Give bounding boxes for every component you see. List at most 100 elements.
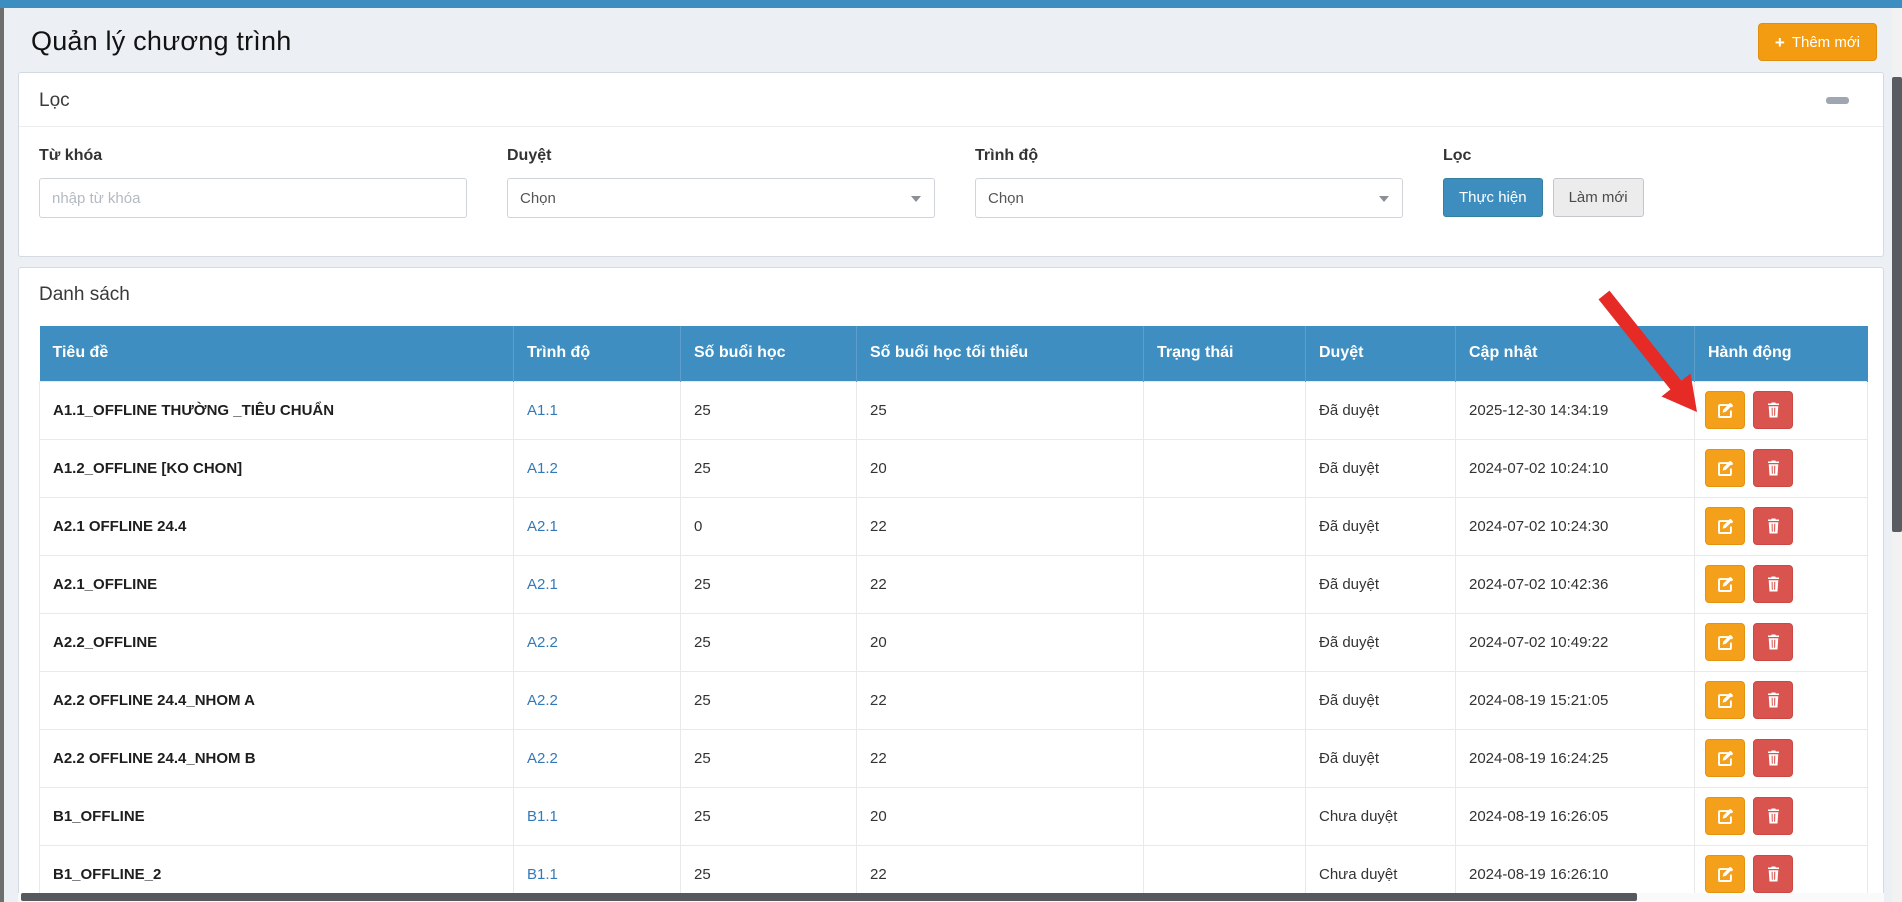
delete-button[interactable] xyxy=(1753,391,1794,429)
approve-label: Duyệt xyxy=(507,147,552,164)
level-link[interactable]: A2.2 xyxy=(527,691,558,709)
cell-approval: Đã duyệt xyxy=(1305,380,1456,440)
level-link[interactable]: B1.1 xyxy=(527,807,558,825)
cell-status xyxy=(1143,670,1306,730)
cell-actions xyxy=(1694,612,1868,672)
level-link[interactable]: A2.1 xyxy=(527,575,558,593)
keyword-input[interactable] xyxy=(39,178,467,218)
cell-actions xyxy=(1694,380,1868,440)
edit-icon xyxy=(1717,576,1734,593)
table-row: A2.2 OFFLINE 24.4_NHOM B A2.2 25 22 Đã d… xyxy=(39,728,1868,788)
cell-updated: 2024-07-02 10:24:30 xyxy=(1455,496,1695,556)
cell-approval: Đã duyệt xyxy=(1305,496,1456,556)
edit-button[interactable] xyxy=(1705,681,1745,719)
cell-min-sessions: 22 xyxy=(856,496,1144,556)
cell-status xyxy=(1143,612,1306,672)
cell-title: A2.2 OFFLINE 24.4_NHOM A xyxy=(39,670,514,730)
edit-button[interactable] xyxy=(1705,449,1745,487)
cell-min-sessions: 20 xyxy=(856,612,1144,672)
edit-icon xyxy=(1717,866,1734,883)
cell-actions xyxy=(1694,670,1868,730)
cell-actions xyxy=(1694,438,1868,498)
cell-updated: 2024-07-02 10:42:36 xyxy=(1455,554,1695,614)
content-wrapper: Quản lý chương trình + Thêm mới Lọc Từ k… xyxy=(0,8,1902,902)
cell-min-sessions: 22 xyxy=(856,728,1144,788)
col-header-actions: Hành động xyxy=(1694,326,1868,381)
cell-sessions: 25 xyxy=(680,786,857,846)
collapse-icon[interactable] xyxy=(1826,97,1849,104)
level-link[interactable]: A1.1 xyxy=(527,401,558,419)
delete-button[interactable] xyxy=(1753,623,1794,661)
cell-min-sessions: 22 xyxy=(856,844,1144,902)
col-header-title: Tiêu đề xyxy=(39,326,514,381)
level-link[interactable]: A1.2 xyxy=(527,459,558,477)
edit-button[interactable] xyxy=(1705,739,1745,777)
edit-icon xyxy=(1717,518,1734,535)
filter-actions-label: Lọc xyxy=(1443,147,1472,164)
horizontal-scrollbar-thumb[interactable] xyxy=(21,893,1637,901)
cell-sessions: 0 xyxy=(680,496,857,556)
edit-button[interactable] xyxy=(1705,507,1745,545)
delete-button[interactable] xyxy=(1753,855,1794,893)
cell-title: A2.2 OFFLINE 24.4_NHOM B xyxy=(39,728,514,788)
approve-select[interactable]: Chọn xyxy=(507,178,935,218)
cell-actions xyxy=(1694,786,1868,846)
chevron-down-icon xyxy=(1379,196,1389,202)
edit-button[interactable] xyxy=(1705,797,1745,835)
filter-panel-title: Lọc xyxy=(39,90,70,111)
cell-updated: 2024-08-19 16:26:10 xyxy=(1455,844,1695,902)
cell-level: A2.2 xyxy=(513,612,681,672)
vertical-scrollbar-thumb[interactable] xyxy=(1892,77,1902,532)
cell-level: A2.1 xyxy=(513,554,681,614)
cell-sessions: 25 xyxy=(680,670,857,730)
level-select[interactable]: Chọn xyxy=(975,178,1403,218)
cell-status xyxy=(1143,380,1306,440)
cell-sessions: 25 xyxy=(680,844,857,902)
approve-select-value: Chọn xyxy=(520,189,556,207)
col-header-level: Trình độ xyxy=(513,326,681,381)
edit-button[interactable] xyxy=(1705,623,1745,661)
apply-filter-button[interactable]: Thực hiện xyxy=(1443,178,1543,217)
cell-updated: 2024-07-02 10:49:22 xyxy=(1455,612,1695,672)
cell-title: A1.1_OFFLINE THƯỜNG _TIÊU CHUẨN xyxy=(39,380,514,440)
plus-icon: + xyxy=(1774,32,1785,52)
delete-button[interactable] xyxy=(1753,449,1794,487)
delete-button[interactable] xyxy=(1753,681,1794,719)
table-row: B1_OFFLINE B1.1 25 20 Chưa duyệt 2024-08… xyxy=(39,786,1868,846)
filter-form: Từ khóa Duyệt Chọn Trình độ Chọn Lọc xyxy=(19,127,1883,256)
add-new-button[interactable]: + Thêm mới xyxy=(1757,23,1877,61)
delete-button[interactable] xyxy=(1753,565,1794,603)
table-row: A2.2_OFFLINE A2.2 25 20 Đã duyệt 2024-07… xyxy=(39,612,1868,672)
cell-level: B1.1 xyxy=(513,786,681,846)
trash-icon xyxy=(1766,634,1781,650)
cell-sessions: 25 xyxy=(680,380,857,440)
reset-filter-button[interactable]: Làm mới xyxy=(1552,178,1644,217)
edit-button[interactable] xyxy=(1705,565,1745,603)
edit-button[interactable] xyxy=(1705,391,1745,429)
cell-status xyxy=(1143,786,1306,846)
edit-icon xyxy=(1717,808,1734,825)
cell-level: A1.2 xyxy=(513,438,681,498)
col-header-sessions: Số buổi học xyxy=(680,326,857,381)
col-header-approval: Duyệt xyxy=(1305,326,1456,381)
cell-level: A2.2 xyxy=(513,670,681,730)
cell-updated: 2024-07-02 10:24:10 xyxy=(1455,438,1695,498)
cell-approval: Đã duyệt xyxy=(1305,670,1456,730)
delete-button[interactable] xyxy=(1753,739,1794,777)
level-field-group: Trình độ Chọn xyxy=(975,147,1403,218)
cell-approval: Chưa duyệt xyxy=(1305,844,1456,902)
cell-status xyxy=(1143,844,1306,902)
trash-icon xyxy=(1766,750,1781,766)
level-link[interactable]: A2.1 xyxy=(527,517,558,535)
top-accent-bar xyxy=(0,0,1902,8)
cell-updated: 2024-08-19 16:24:25 xyxy=(1455,728,1695,788)
level-link[interactable]: A2.2 xyxy=(527,749,558,767)
table-row: A2.1_OFFLINE A2.1 25 22 Đã duyệt 2024-07… xyxy=(39,554,1868,614)
trash-icon xyxy=(1766,518,1781,534)
delete-button[interactable] xyxy=(1753,797,1794,835)
delete-button[interactable] xyxy=(1753,507,1794,545)
edit-icon xyxy=(1717,460,1734,477)
level-link[interactable]: B1.1 xyxy=(527,865,558,883)
level-link[interactable]: A2.2 xyxy=(527,633,558,651)
edit-button[interactable] xyxy=(1705,855,1745,893)
